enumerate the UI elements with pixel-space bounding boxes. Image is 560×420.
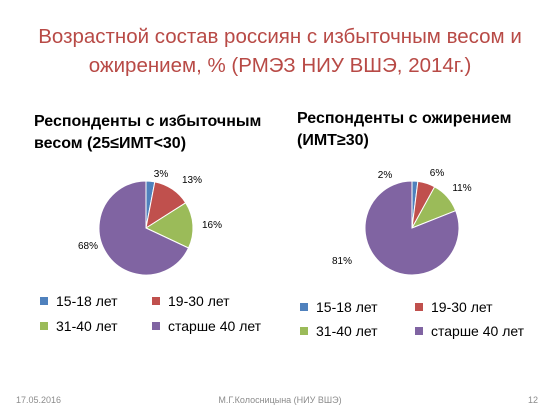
chart2-legend-swatch-0	[300, 303, 308, 311]
chart1-legend-label-1: 19-30 лет	[168, 293, 230, 309]
footer-author: М.Г.Колосницына (НИУ ВШЭ)	[218, 395, 342, 405]
chart2-legend-label-1: 19-30 лет	[431, 299, 493, 315]
chart2-legend-label-2: 31-40 лет	[316, 323, 378, 339]
chart2-data-label-1: 6%	[430, 168, 445, 179]
chart1-data-label-3: 68%	[78, 241, 98, 252]
chart2-data-label-0: 2%	[378, 170, 393, 181]
footer-page-number: 12	[527, 395, 538, 405]
chart2-legend-item: 31-40 лет	[300, 322, 378, 340]
chart2-data-label-3: 81%	[332, 256, 352, 267]
chart1-data-label-0: 3%	[154, 169, 169, 180]
chart2-title-line1: Респонденты с ожирением	[297, 110, 512, 127]
chart1-slice-2	[144, 202, 194, 249]
chart1-legend-label-2: 31-40 лет	[56, 318, 118, 334]
chart1-legend-label-3: старше 40 лет	[168, 318, 262, 334]
chart2-legend-label-0: 15-18 лет	[316, 299, 378, 315]
chart2-title: Респонденты с ожирением (ИМТ≥30)	[297, 108, 552, 152]
chart1-title: Респонденты с избыточным весом (25≤ИМТ<3…	[34, 111, 264, 155]
footer-date: 17.05.2016	[16, 395, 62, 405]
chart2-slice-3	[364, 180, 460, 276]
slide-title: Возрастной состав россиян с избыточным в…	[20, 22, 540, 80]
chart2-legend-swatch-1	[415, 303, 423, 311]
chart1-legend-label-0: 15-18 лет	[56, 293, 118, 309]
chart1-data-label-2: 16%	[202, 220, 222, 231]
slide-title-line1: Возрастной состав россиян с избыточным в…	[38, 25, 522, 48]
chart1-title-line1: Респонденты с избыточным	[34, 113, 262, 130]
chart1-legend-swatch-0	[40, 297, 48, 305]
chart2-legend-label-3: старше 40 лет	[431, 323, 525, 339]
chart1-legend-swatch-1	[152, 297, 160, 305]
chart1-legend-swatch-2	[40, 322, 48, 330]
chart1-legend-item: 15-18 лет	[40, 292, 118, 310]
chart2-title-line2: (ИМТ≥30)	[297, 132, 369, 149]
chart1-legend-item: старше 40 лет	[152, 317, 261, 335]
chart1-legend-swatch-3	[152, 322, 160, 330]
chart1-slice-3	[98, 180, 190, 276]
slide-title-line2: ожирением, % (РМЭЗ НИУ ВШЭ, 2014г.)	[88, 54, 472, 77]
chart1-title-line2: весом (25≤ИМТ<30)	[34, 135, 187, 152]
chart1-legend-item: 31-40 лет	[40, 317, 118, 335]
chart2-legend-item: 15-18 лет	[300, 298, 378, 316]
chart1-legend-item: 19-30 лет	[152, 292, 230, 310]
chart2-legend-item: старше 40 лет	[415, 322, 524, 340]
chart2-legend-swatch-3	[415, 327, 423, 335]
chart2-legend-swatch-2	[300, 327, 308, 335]
chart2-legend-item: 19-30 лет	[415, 298, 493, 316]
chart2-data-label-2: 11%	[452, 183, 471, 194]
chart1-data-label-1: 13%	[182, 175, 202, 186]
